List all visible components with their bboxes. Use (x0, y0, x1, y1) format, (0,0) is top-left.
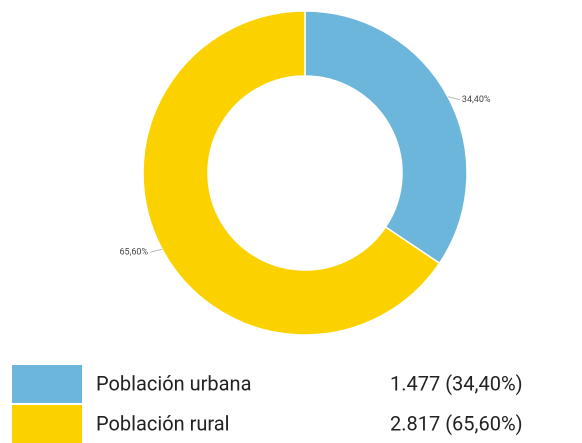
slice-label: 34,40% (462, 95, 491, 105)
legend-label: Población urbana (96, 371, 251, 395)
legend-swatch (12, 365, 82, 403)
donut-slice (304, 10, 468, 265)
legend-label: Población rural (96, 411, 230, 435)
leader-line (149, 248, 163, 253)
legend-value: 2.817 (65,60%) (390, 411, 523, 435)
legend-swatch (12, 405, 82, 443)
slice-label: 65,60% (119, 248, 148, 258)
donut-slice (142, 10, 441, 336)
leader-line (447, 96, 461, 101)
legend-value: 1.477 (34,40%) (390, 371, 523, 395)
